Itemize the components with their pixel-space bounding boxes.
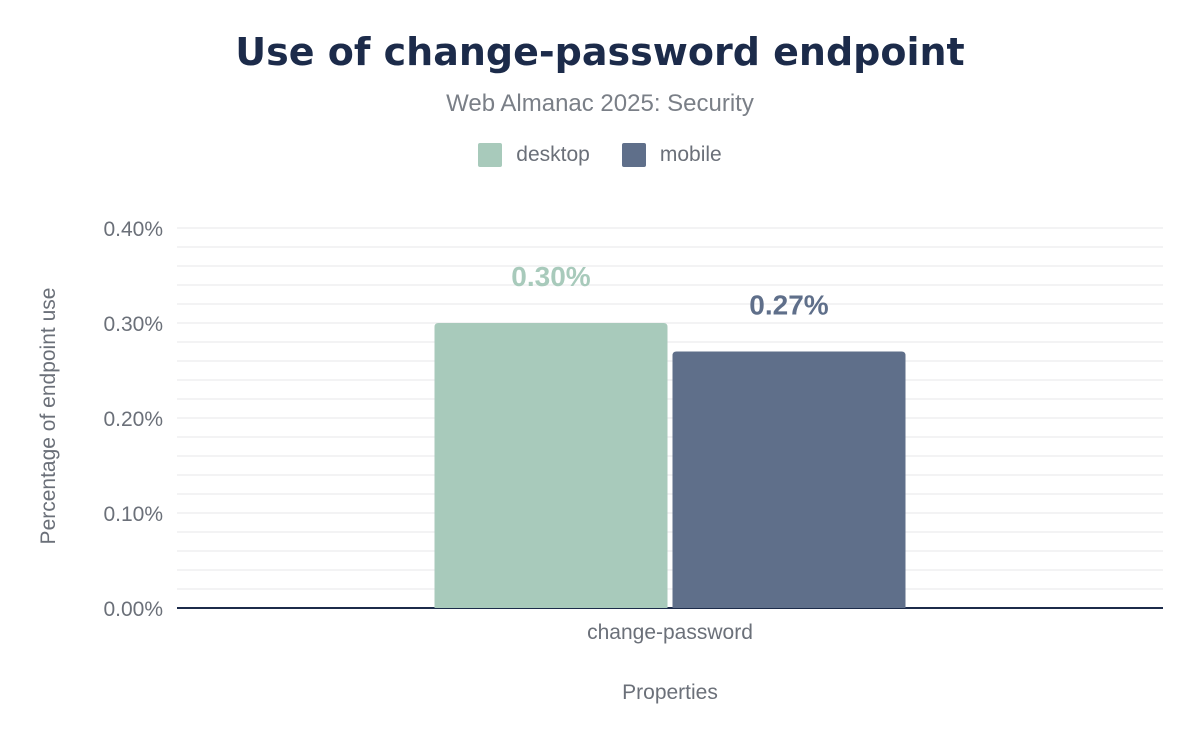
- y-tick-label: 0.00%: [103, 598, 163, 621]
- legend-label: mobile: [659, 143, 722, 166]
- x-axis-title: Properties: [622, 681, 718, 704]
- x-tick-label: change-password: [587, 621, 753, 644]
- y-tick-label: 0.20%: [103, 408, 163, 431]
- chart-title: Use of change-password endpoint: [235, 30, 965, 74]
- y-axis-title: Percentage of endpoint use: [37, 288, 60, 545]
- data-label-mobile: 0.27%: [749, 290, 828, 321]
- y-tick-label: 0.30%: [103, 313, 163, 336]
- legend: desktop mobile: [0, 143, 1200, 167]
- y-tick-label: 0.40%: [103, 218, 163, 241]
- legend-swatch-mobile: [621, 143, 646, 167]
- bar-desktop: [434, 323, 668, 608]
- y-tick-label: 0.10%: [103, 503, 163, 526]
- legend-item-mobile[interactable]: mobile: [621, 143, 722, 167]
- legend-swatch-desktop: [478, 143, 503, 167]
- legend-label: desktop: [516, 143, 590, 166]
- bar-mobile: [672, 351, 906, 608]
- chart-subtitle: Web Almanac 2025: Security: [446, 90, 754, 117]
- data-label-desktop: 0.30%: [511, 261, 590, 292]
- legend-item-desktop[interactable]: desktop: [478, 143, 590, 167]
